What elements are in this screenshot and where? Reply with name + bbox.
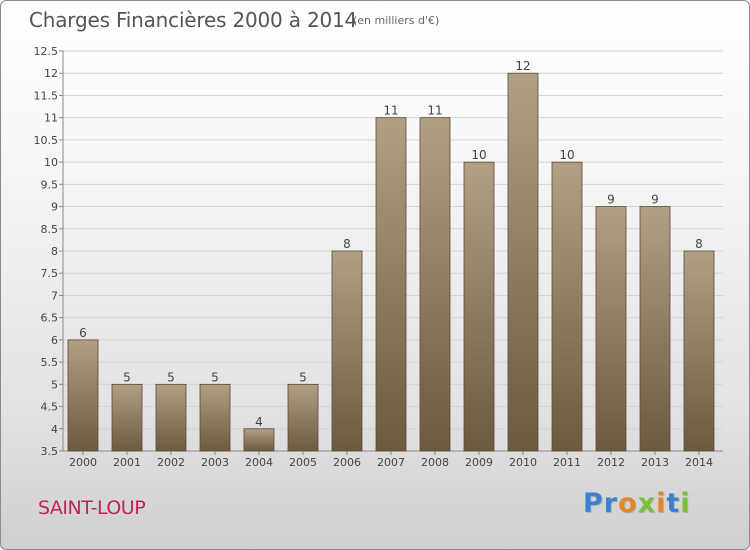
logo-letter: i bbox=[656, 488, 667, 519]
bar bbox=[287, 383, 319, 452]
y-tick-label: 7 bbox=[51, 289, 58, 302]
bar bbox=[551, 161, 583, 452]
data-label: 5 bbox=[123, 370, 131, 384]
x-tick-label: 2000 bbox=[69, 456, 97, 469]
data-label: 12 bbox=[515, 59, 530, 73]
commune-name: SAINT-LOUP bbox=[38, 497, 146, 519]
y-tick-label: 5.5 bbox=[41, 356, 59, 369]
y-tick-label: 4 bbox=[51, 423, 58, 436]
bar bbox=[155, 383, 187, 452]
y-tick-label: 10 bbox=[44, 156, 58, 169]
data-label: 11 bbox=[383, 104, 398, 118]
logo-letter: x bbox=[637, 488, 657, 519]
x-tick-label: 2004 bbox=[245, 456, 273, 469]
x-tick-label: 2007 bbox=[377, 456, 405, 469]
bar bbox=[375, 117, 407, 452]
y-tick-label: 8 bbox=[51, 245, 58, 258]
data-label: 4 bbox=[255, 415, 263, 429]
x-tick-label: 2005 bbox=[289, 456, 317, 469]
y-tick-labels: 3.5 4 4.5 5 5.5 6 6.5 7 7.5 8 8.5 9 9.5 10 10.5 11 11.5 1… bbox=[34, 45, 59, 458]
data-label: 9 bbox=[607, 193, 615, 207]
x-tick-label: 2011 bbox=[553, 456, 581, 469]
chart-title: Charges Financières 2000 à 2014 bbox=[29, 8, 358, 32]
y-tick-label: 6.5 bbox=[41, 312, 59, 325]
y-tick-label: 4.5 bbox=[41, 401, 59, 414]
data-label: 10 bbox=[559, 148, 574, 162]
y-tick-label: 6 bbox=[51, 334, 58, 347]
proxiti-logo[interactable]: Proxiti bbox=[583, 488, 691, 519]
x-tick-label: 2013 bbox=[641, 456, 669, 469]
y-tick-label: 12.5 bbox=[34, 45, 59, 58]
x-tick-label: 2008 bbox=[421, 456, 449, 469]
y-tick-label: 9.5 bbox=[41, 178, 59, 191]
data-label: 5 bbox=[167, 370, 175, 384]
y-tick-label: 11.5 bbox=[34, 89, 59, 102]
y-tick-label: 9 bbox=[51, 201, 58, 214]
data-labels: 6 5 5 5 4 5 8 11 11 10 12 10 9 9 8 bbox=[79, 59, 703, 429]
bar bbox=[507, 72, 539, 452]
data-label: 9 bbox=[651, 193, 659, 207]
data-label: 5 bbox=[299, 370, 307, 384]
bar bbox=[639, 206, 671, 452]
bars bbox=[67, 72, 715, 452]
y-tick-label: 8.5 bbox=[41, 223, 59, 236]
y-tick-label: 3.5 bbox=[41, 445, 59, 458]
data-label: 11 bbox=[427, 104, 442, 118]
logo-letter: i bbox=[680, 488, 691, 519]
bar bbox=[111, 383, 143, 452]
bar bbox=[595, 206, 627, 452]
x-tick-label: 2001 bbox=[113, 456, 141, 469]
data-label: 8 bbox=[343, 237, 351, 251]
bar bbox=[67, 339, 99, 452]
logo-letter: P bbox=[583, 488, 604, 519]
x-tick-labels: 2000 2001 2002 2003 2004 2005 2006 2007 2008 2009… bbox=[69, 456, 713, 469]
data-label: 5 bbox=[211, 370, 219, 384]
x-tick-label: 2009 bbox=[465, 456, 493, 469]
bar bbox=[243, 428, 275, 452]
x-tick-label: 2012 bbox=[597, 456, 625, 469]
bar bbox=[331, 250, 363, 452]
y-tick-label: 11 bbox=[44, 112, 58, 125]
bar bbox=[199, 383, 231, 452]
data-label: 10 bbox=[471, 148, 486, 162]
y-tick-label: 10.5 bbox=[34, 134, 59, 147]
logo-letter: r bbox=[603, 488, 619, 519]
x-tick-label: 2006 bbox=[333, 456, 361, 469]
bar bbox=[463, 161, 495, 452]
logo-letter: t bbox=[666, 488, 681, 519]
x-tick-label: 2003 bbox=[201, 456, 229, 469]
x-tick-label: 2010 bbox=[509, 456, 537, 469]
y-tick-label: 7.5 bbox=[41, 267, 59, 280]
data-label: 6 bbox=[79, 326, 87, 340]
y-tick-label: 12 bbox=[44, 67, 58, 80]
x-tick-label: 2014 bbox=[685, 456, 713, 469]
bar bbox=[419, 117, 451, 452]
x-tick-label: 2002 bbox=[157, 456, 185, 469]
chart-subtitle: (en milliers d'€) bbox=[353, 14, 440, 27]
bar bbox=[683, 250, 715, 452]
logo-letter: o bbox=[618, 488, 638, 519]
data-label: 8 bbox=[695, 237, 703, 251]
y-tick-label: 5 bbox=[51, 378, 58, 391]
